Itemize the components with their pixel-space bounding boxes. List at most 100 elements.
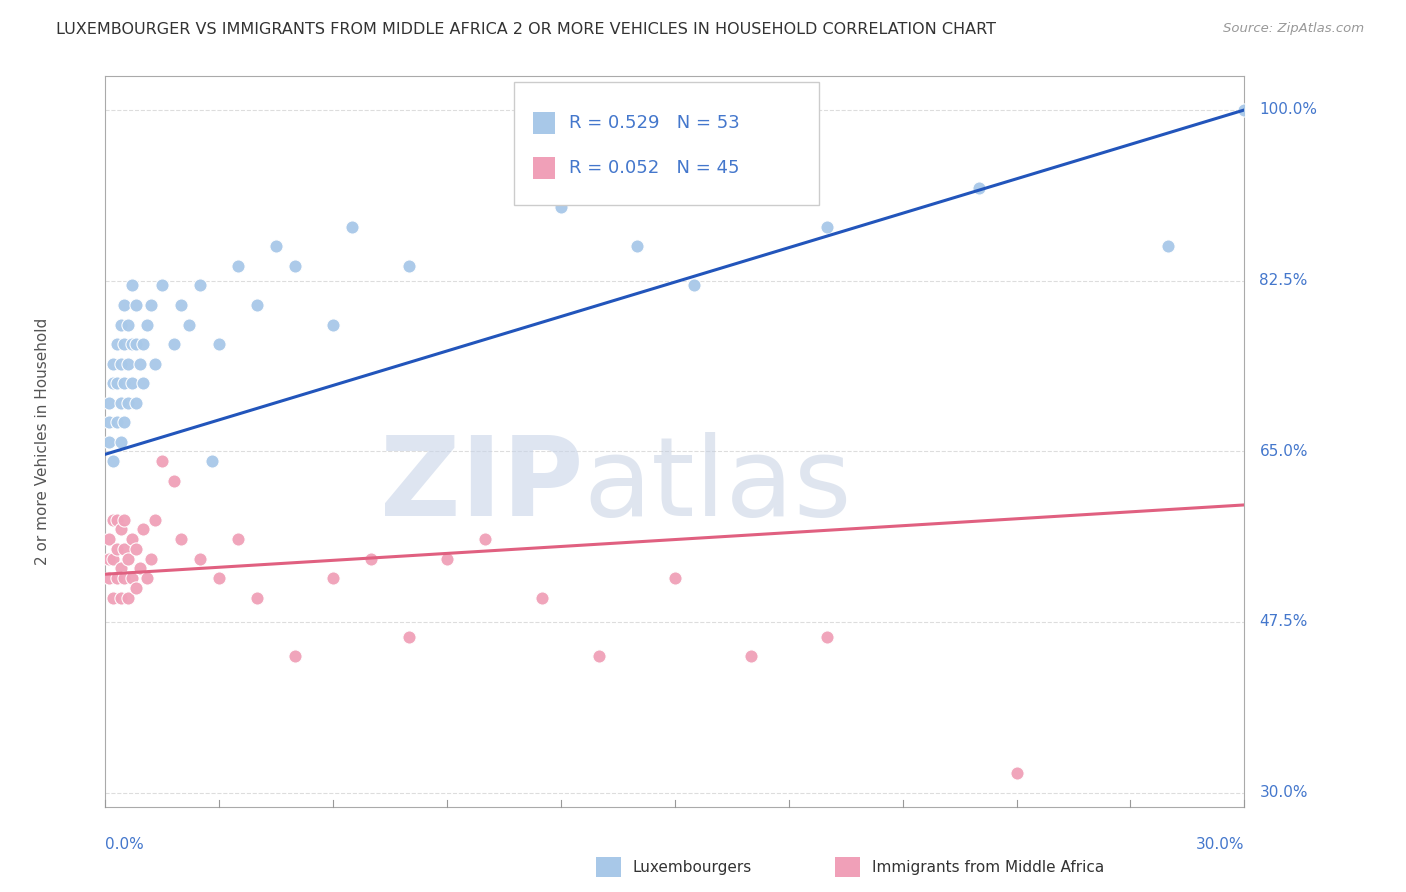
Point bbox=[474, 532, 496, 546]
Text: atlas: atlas bbox=[583, 432, 852, 539]
Point bbox=[110, 434, 132, 449]
Point bbox=[136, 318, 159, 332]
Point bbox=[163, 474, 186, 488]
Point bbox=[284, 649, 307, 664]
Point bbox=[550, 201, 572, 215]
Point bbox=[117, 551, 139, 566]
Point bbox=[101, 591, 124, 605]
Point bbox=[121, 337, 143, 351]
Point bbox=[208, 571, 231, 585]
Text: 47.5%: 47.5% bbox=[1260, 615, 1308, 630]
Point bbox=[105, 541, 128, 556]
Point bbox=[360, 551, 382, 566]
Point bbox=[1157, 239, 1180, 253]
Point bbox=[98, 532, 121, 546]
Point bbox=[208, 337, 231, 351]
Text: 2 or more Vehicles in Household: 2 or more Vehicles in Household bbox=[35, 318, 51, 566]
Point bbox=[114, 298, 135, 312]
Point bbox=[132, 337, 155, 351]
Point bbox=[105, 571, 128, 585]
Point bbox=[117, 395, 139, 409]
Point bbox=[143, 357, 166, 371]
Point bbox=[246, 298, 269, 312]
Text: Luxembourgers: Luxembourgers bbox=[633, 860, 752, 874]
Point bbox=[201, 454, 224, 468]
Point bbox=[740, 649, 762, 664]
Point bbox=[117, 318, 139, 332]
Point bbox=[170, 298, 193, 312]
Point bbox=[114, 415, 135, 429]
Text: 30.0%: 30.0% bbox=[1197, 837, 1244, 852]
Point bbox=[98, 571, 121, 585]
Point bbox=[121, 571, 143, 585]
Point bbox=[110, 395, 132, 409]
Point bbox=[170, 532, 193, 546]
Point bbox=[110, 561, 132, 575]
Point bbox=[114, 337, 135, 351]
Point bbox=[398, 259, 420, 273]
Point bbox=[139, 551, 162, 566]
Point bbox=[436, 551, 458, 566]
Point bbox=[105, 337, 128, 351]
Point bbox=[132, 522, 155, 536]
Point bbox=[588, 649, 610, 664]
Point bbox=[188, 551, 212, 566]
Point bbox=[101, 357, 124, 371]
Point bbox=[121, 532, 143, 546]
Point bbox=[101, 551, 124, 566]
Point bbox=[188, 278, 212, 293]
Point bbox=[114, 541, 135, 556]
Point bbox=[98, 415, 121, 429]
Point bbox=[340, 219, 363, 234]
Point bbox=[264, 239, 288, 253]
Text: 0.0%: 0.0% bbox=[105, 837, 145, 852]
Point bbox=[117, 591, 139, 605]
Point bbox=[398, 630, 420, 644]
Point bbox=[110, 357, 132, 371]
Point bbox=[125, 298, 148, 312]
Text: R = 0.052   N = 45: R = 0.052 N = 45 bbox=[569, 160, 740, 178]
Point bbox=[1233, 103, 1256, 117]
Point bbox=[128, 561, 150, 575]
Point bbox=[105, 415, 128, 429]
Point bbox=[967, 181, 990, 195]
Point bbox=[664, 571, 686, 585]
Point bbox=[125, 395, 148, 409]
Point bbox=[121, 278, 143, 293]
Point bbox=[101, 454, 124, 468]
Point bbox=[110, 591, 132, 605]
Text: 65.0%: 65.0% bbox=[1260, 444, 1308, 458]
Point bbox=[114, 571, 135, 585]
Point bbox=[105, 512, 128, 526]
Point bbox=[136, 571, 159, 585]
Point bbox=[125, 581, 148, 595]
Point bbox=[125, 337, 148, 351]
Text: Immigrants from Middle Africa: Immigrants from Middle Africa bbox=[872, 860, 1104, 874]
Point bbox=[117, 357, 139, 371]
Point bbox=[228, 259, 250, 273]
Point bbox=[121, 376, 143, 390]
Text: LUXEMBOURGER VS IMMIGRANTS FROM MIDDLE AFRICA 2 OR MORE VEHICLES IN HOUSEHOLD CO: LUXEMBOURGER VS IMMIGRANTS FROM MIDDLE A… bbox=[56, 22, 997, 37]
Point bbox=[228, 532, 250, 546]
Point bbox=[132, 376, 155, 390]
Point bbox=[152, 278, 174, 293]
Point bbox=[815, 219, 838, 234]
Point bbox=[98, 395, 121, 409]
Point bbox=[322, 571, 344, 585]
Point bbox=[815, 630, 838, 644]
Point bbox=[322, 318, 344, 332]
Point bbox=[284, 259, 307, 273]
Point bbox=[531, 591, 554, 605]
Point bbox=[114, 376, 135, 390]
Point bbox=[101, 512, 124, 526]
Point bbox=[98, 551, 121, 566]
Point bbox=[128, 357, 150, 371]
Point bbox=[163, 337, 186, 351]
Text: 100.0%: 100.0% bbox=[1260, 103, 1317, 118]
Point bbox=[246, 591, 269, 605]
Point bbox=[626, 239, 648, 253]
Point bbox=[110, 318, 132, 332]
Text: R = 0.529   N = 53: R = 0.529 N = 53 bbox=[569, 114, 740, 132]
Point bbox=[683, 278, 704, 293]
Point bbox=[101, 376, 124, 390]
